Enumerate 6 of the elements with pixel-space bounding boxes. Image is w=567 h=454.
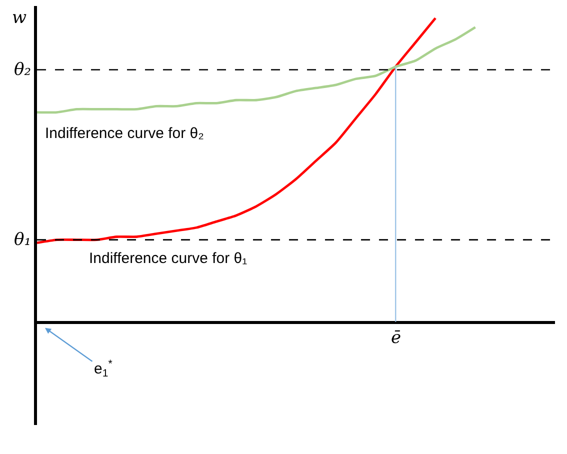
ref-line-label: θ₁ xyxy=(14,230,32,250)
ref-line-label: θ₂ xyxy=(14,60,32,80)
annotation: Indifference curve for θ₂ xyxy=(45,125,204,142)
annotation: Indifference curve for θ₁ xyxy=(89,250,248,267)
text: ē xyxy=(391,328,402,348)
y-axis-title: w xyxy=(12,8,27,28)
